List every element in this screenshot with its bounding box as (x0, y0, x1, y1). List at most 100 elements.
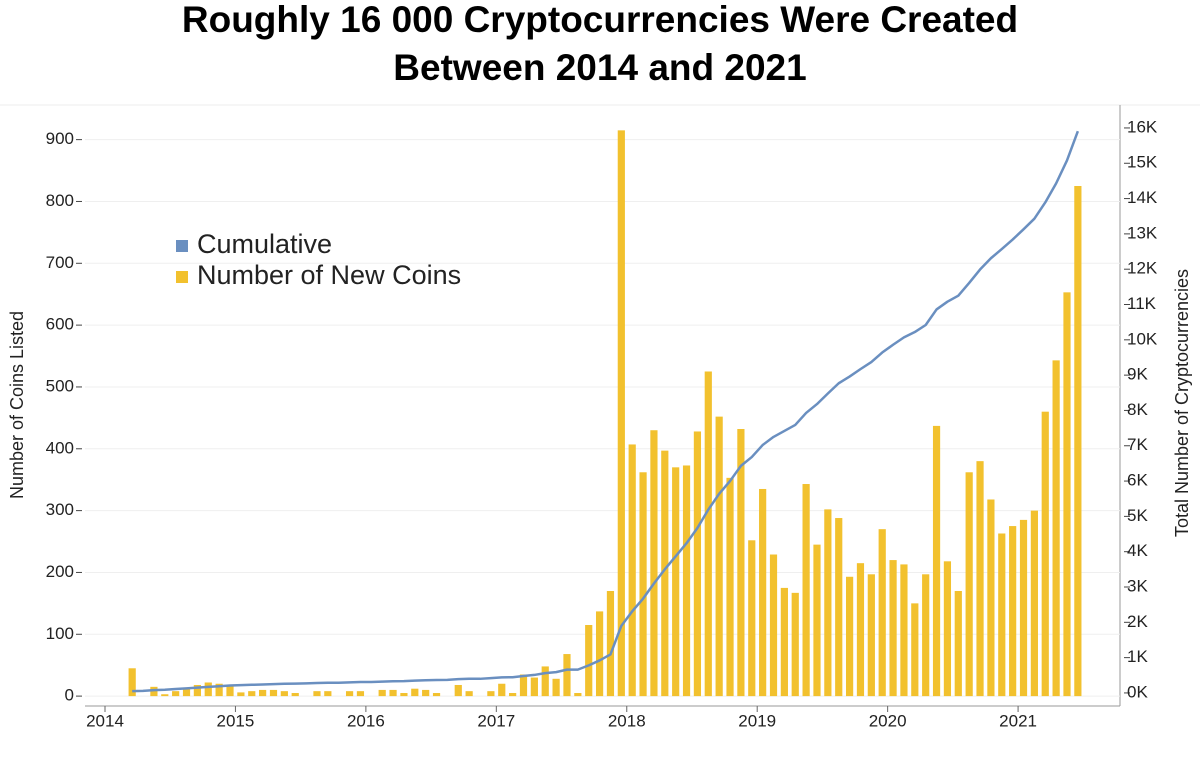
bar (1052, 360, 1060, 697)
chart-title: Roughly 16 000 Cryptocurrencies Were Cre… (182, 0, 1018, 40)
y2-tick-label: 4K (1127, 541, 1148, 560)
bar (215, 683, 223, 697)
legend-label: Cumulative (197, 229, 332, 259)
y2-tick-label: 0K (1127, 682, 1148, 701)
bar (672, 467, 680, 697)
bar (259, 689, 267, 697)
bar (345, 691, 354, 697)
bar (802, 484, 810, 697)
bar (628, 444, 636, 697)
y-tick-label: 100 (46, 624, 74, 643)
bar (726, 477, 734, 697)
bar (911, 603, 919, 697)
bar (932, 425, 941, 697)
bar (269, 689, 278, 697)
bar (1074, 185, 1082, 697)
chart-title: Between 2014 and 2021 (393, 47, 806, 88)
bar (541, 666, 549, 697)
y-tick-label: 800 (46, 191, 74, 210)
y2-tick-label: 2K (1127, 612, 1148, 631)
bar (976, 461, 984, 697)
bar (1063, 292, 1071, 697)
bar (845, 576, 854, 697)
bar (791, 592, 799, 697)
y2-tick-label: 16K (1127, 117, 1158, 136)
bar (704, 371, 712, 697)
legend-swatch (176, 271, 188, 283)
x-tick-label: 2015 (217, 711, 255, 730)
y2-tick-label: 12K (1127, 259, 1158, 278)
bar (585, 625, 593, 697)
bar (780, 587, 788, 697)
y2-axis-title: Total Number of Cryptocurrencies (1172, 269, 1192, 537)
y-tick-label: 400 (46, 438, 74, 457)
y-tick-label: 600 (46, 315, 74, 334)
x-tick-label: 2020 (869, 711, 907, 730)
x-tick-label: 2014 (86, 711, 124, 730)
bar (182, 688, 191, 697)
y-tick-label: 0 (65, 686, 74, 705)
bar (454, 684, 462, 697)
bar (204, 682, 212, 697)
bar (1041, 411, 1049, 697)
bar (128, 668, 136, 697)
bar (1030, 510, 1038, 697)
bar (922, 574, 930, 697)
bar (824, 509, 832, 697)
bar (595, 611, 604, 697)
bar (498, 683, 506, 697)
legend-label: Number of New Coins (197, 260, 461, 290)
x-tick-label: 2021 (999, 711, 1037, 730)
bar (487, 691, 495, 697)
bar (356, 691, 365, 697)
bar (682, 465, 691, 697)
y2-tick-label: 6K (1127, 471, 1148, 490)
bar (943, 561, 952, 697)
y-tick-label: 200 (46, 562, 74, 581)
bar (987, 499, 995, 697)
bar (661, 450, 669, 697)
bar (900, 564, 908, 697)
y2-tick-label: 9K (1127, 365, 1148, 384)
bar (617, 130, 625, 697)
bar (954, 590, 962, 697)
bar (172, 691, 180, 697)
y2-tick-label: 7K (1127, 435, 1148, 454)
x-tick-label: 2016 (347, 711, 385, 730)
bar (748, 540, 756, 697)
bar (248, 691, 256, 697)
y-tick-label: 500 (46, 376, 74, 395)
bar (400, 693, 408, 697)
bar (650, 430, 658, 697)
bar (759, 488, 767, 697)
bar (574, 693, 582, 697)
y2-tick-label: 14K (1127, 188, 1158, 207)
y-tick-label: 300 (46, 500, 74, 519)
bar (639, 472, 647, 697)
y2-tick-label: 3K (1127, 576, 1148, 595)
x-tick-label: 2017 (477, 711, 515, 730)
bar (411, 688, 419, 697)
bar (237, 692, 245, 697)
bar (150, 686, 158, 697)
bar (693, 431, 702, 697)
x-tick-label: 2018 (608, 711, 646, 730)
bar (432, 693, 441, 697)
bar (519, 674, 528, 697)
bar (856, 563, 865, 697)
y2-tick-label: 15K (1127, 153, 1158, 172)
bar (1009, 526, 1017, 697)
bar (867, 574, 875, 697)
y2-tick-label: 5K (1127, 506, 1148, 525)
bar (161, 694, 169, 697)
x-tick-label: 2019 (738, 711, 776, 730)
y2-tick-label: 13K (1127, 223, 1158, 242)
bar (813, 544, 821, 697)
y2-tick-label: 1K (1127, 647, 1148, 666)
bar (226, 685, 234, 697)
bar (552, 678, 560, 697)
bar (422, 689, 430, 697)
bar (389, 689, 397, 697)
bar (737, 428, 745, 697)
y-tick-label: 700 (46, 253, 74, 272)
